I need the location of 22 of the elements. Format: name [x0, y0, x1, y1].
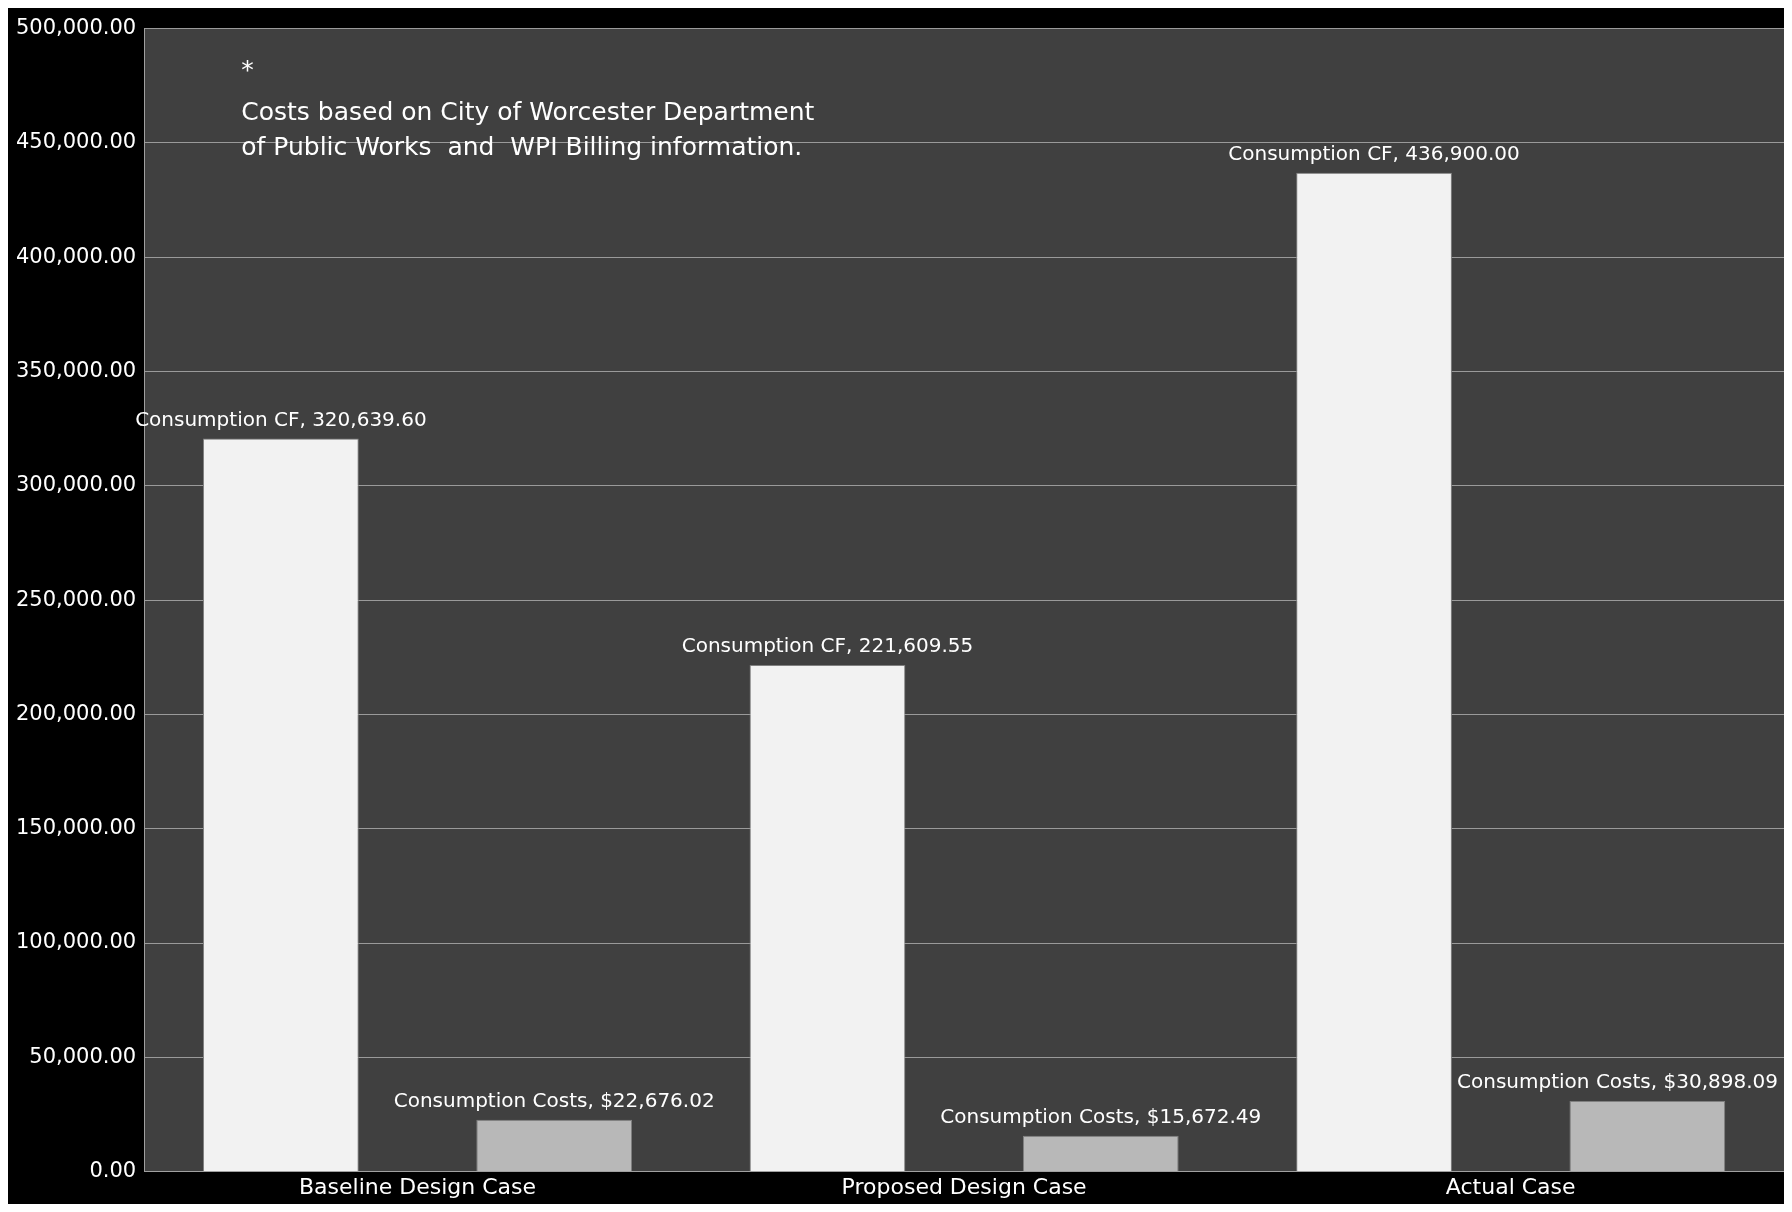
y-tick-label: 200,000.00	[15, 700, 137, 725]
y-tick-label: 100,000.00	[15, 929, 137, 954]
y-tick-label: 250,000.00	[15, 586, 137, 611]
data-label: Consumption CF, 320,639.60	[135, 406, 427, 431]
y-tick-label: 500,000.00	[15, 15, 137, 40]
y-tick-label: 0.00	[89, 1158, 137, 1183]
x-tick-label: Proposed Design Case	[841, 1173, 1087, 1199]
data-label: Consumption Costs, $22,676.02	[393, 1087, 715, 1112]
data-label: Consumption CF, 436,900.00	[1228, 141, 1520, 166]
data-label: Consumption Costs, $15,672.49	[940, 1103, 1262, 1128]
y-tick-label: 150,000.00	[15, 815, 137, 840]
data-label: Consumption CF, 221,609.55	[681, 633, 974, 658]
y-tick-label: 450,000.00	[15, 129, 137, 154]
data-label: Consumption Costs, $30,898.09	[1457, 1069, 1778, 1094]
y-tick-label: 300,000.00	[15, 472, 137, 497]
y-tick-label: 400,000.00	[15, 243, 137, 268]
x-tick-label: Actual Case	[1445, 1173, 1576, 1199]
x-tick-label: Baseline Design Case	[299, 1173, 537, 1199]
annotation: *	[241, 54, 254, 84]
y-tick-label: 350,000.00	[15, 357, 137, 382]
annotation: Costs based on City of Worcester Department of Public Works and WPI Billing information.	[241, 96, 815, 161]
y-tick-label: 50,000.00	[29, 1043, 137, 1068]
